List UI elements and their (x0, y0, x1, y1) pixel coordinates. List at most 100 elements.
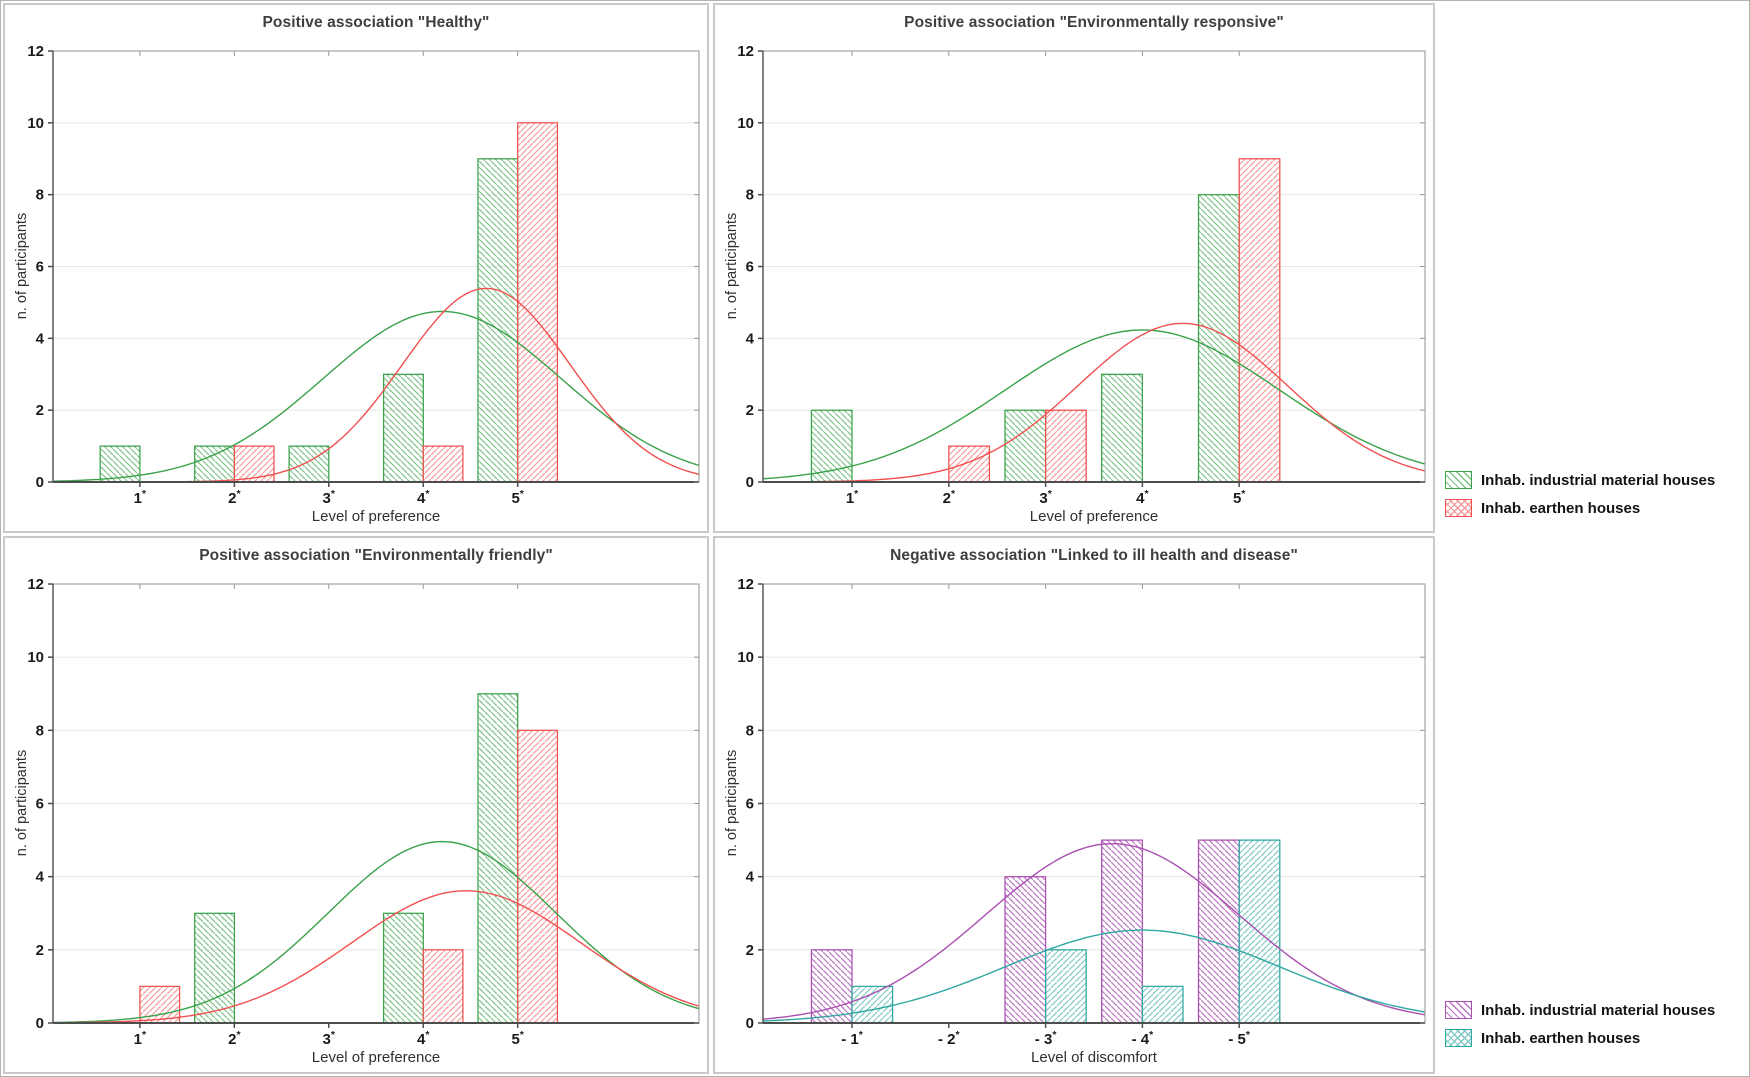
svg-text:5*: 5* (511, 488, 524, 507)
legend-item-earthen: Inhab. earthen houses (1445, 499, 1715, 517)
svg-text:1*: 1* (134, 1029, 147, 1048)
svg-text:2: 2 (36, 942, 44, 959)
legend-discomfort-panel: Inhab. industrial material houses Inhab.… (1445, 1001, 1715, 1047)
y-axis-ticks: 0 2 4 6 8 10 12 (27, 576, 699, 1032)
fit-curve-industrial (762, 329, 1426, 480)
legend-label: Inhab. industrial material houses (1481, 1001, 1716, 1019)
svg-text:2*: 2* (228, 1029, 241, 1048)
gridlines (53, 122, 699, 411)
svg-text:8: 8 (746, 187, 754, 204)
svg-text:4: 4 (36, 330, 45, 347)
bars-industrial (810, 194, 1240, 483)
svg-text:2: 2 (746, 402, 754, 419)
svg-text:- 2*: - 2* (938, 1029, 961, 1048)
svg-text:- 5*: - 5* (1228, 1029, 1251, 1048)
fit-curve-earthen (53, 287, 700, 483)
bars-industrial (194, 693, 519, 1024)
svg-text:3*: 3* (323, 1029, 336, 1048)
x-axis-ticks: 1* 2* 3* 4* 5* (846, 51, 1246, 507)
svg-text:12: 12 (27, 43, 44, 60)
x-axis-ticks: 1* 2* 3* 4* 5* (134, 584, 525, 1048)
gridlines (763, 656, 1425, 951)
panel-positive-healthy: 0 2 4 6 8 10 12 1* 2* 3* 4* 5* Positive association… (3, 3, 709, 533)
bars-earthen (948, 158, 1281, 483)
panel-title: Positive association "Healthy" (262, 14, 490, 31)
fit-curve-earthen (763, 322, 1426, 483)
svg-text:8: 8 (746, 722, 754, 739)
y-axis-ticks: 0 2 4 6 8 10 12 (737, 576, 1425, 1032)
y-axis-label: n. of participants (14, 212, 30, 320)
svg-text:2: 2 (746, 942, 754, 959)
y-axis-ticks: 0 2 4 6 8 10 12 (737, 43, 1425, 491)
fit-curve-earthen (762, 929, 1426, 1022)
svg-text:12: 12 (737, 576, 754, 593)
plot-ill-health: 0 2 4 6 8 10 12 - 1* - 2* - 3* - 4* - 5* (737, 576, 1426, 1048)
svg-text:0: 0 (746, 474, 754, 491)
gridlines (763, 122, 1425, 411)
svg-text:- 1*: - 1* (841, 1029, 864, 1048)
fit-curve-earthen (53, 890, 700, 1024)
svg-text:12: 12 (737, 43, 754, 60)
svg-text:0: 0 (36, 1015, 44, 1032)
svg-text:3*: 3* (1039, 488, 1052, 507)
panel-title: Negative association "Linked to ill heal… (890, 547, 1298, 564)
svg-text:6: 6 (36, 796, 44, 813)
y-axis-ticks: 0 2 4 6 8 10 12 (27, 43, 699, 491)
svg-text:2: 2 (36, 402, 44, 419)
svg-text:10: 10 (27, 649, 44, 666)
svg-text:2*: 2* (943, 488, 956, 507)
fit-curve-industrial (52, 310, 700, 482)
svg-text:8: 8 (36, 187, 44, 204)
legend-item-industrial: Inhab. industrial material houses (1445, 1001, 1715, 1019)
legend-label: Inhab. earthen houses (1481, 1029, 1641, 1047)
plot-healthy: 0 2 4 6 8 10 12 1* 2* 3* 4* 5* (27, 43, 700, 507)
fit-curve-industrial (762, 843, 1426, 1020)
svg-text:0: 0 (746, 1015, 754, 1032)
legend-swatch-industrial-green (1445, 471, 1472, 489)
svg-text:10: 10 (737, 649, 754, 666)
panel-positive-environmentally-responsive: 0 2 4 6 8 10 12 1* 2* 3* 4* 5* Positive association… (713, 3, 1435, 533)
y-axis-label: n. of participants (724, 749, 740, 857)
x-axis-label: Level of preference (311, 1049, 441, 1066)
legend-swatch-industrial-purple (1445, 1001, 1472, 1019)
svg-text:1*: 1* (846, 488, 859, 507)
y-axis-label: n. of participants (724, 212, 740, 320)
svg-text:0: 0 (36, 474, 44, 491)
svg-text:4: 4 (746, 869, 755, 886)
svg-text:4*: 4* (1136, 488, 1149, 507)
legend-item-industrial: Inhab. industrial material houses (1445, 471, 1715, 489)
svg-text:10: 10 (27, 115, 44, 132)
panel-title: Positive association "Environmentally fr… (199, 547, 553, 564)
svg-text:1*: 1* (134, 488, 147, 507)
svg-text:8: 8 (36, 722, 44, 739)
x-axis-ticks: - 1* - 2* - 3* - 4* - 5* (841, 584, 1251, 1048)
svg-text:5*: 5* (1233, 488, 1246, 507)
bars-earthen (233, 122, 559, 483)
svg-text:6: 6 (36, 259, 44, 276)
bars-industrial (99, 158, 519, 483)
legend-preference-panels: Inhab. industrial material houses Inhab.… (1445, 471, 1715, 517)
bars-industrial (810, 839, 1240, 1024)
legend-swatch-earthen-teal (1445, 1029, 1472, 1047)
svg-text:2*: 2* (228, 488, 241, 507)
svg-text:12: 12 (27, 576, 44, 593)
panel-positive-environmentally-friendly: 0 2 4 6 8 10 12 1* 2* 3* 4* 5* Positive association… (3, 536, 709, 1074)
legend-label: Inhab. earthen houses (1481, 499, 1641, 517)
x-axis-ticks: 1* 2* 3* 4* 5* (134, 51, 525, 507)
plot-environmentally-responsive: 0 2 4 6 8 10 12 1* 2* 3* 4* 5* (737, 43, 1426, 507)
plot-environmentally-friendly: 0 2 4 6 8 10 12 1* 2* 3* 4* 5* (27, 576, 700, 1048)
gridlines (53, 656, 699, 951)
panel-negative-ill-health: 0 2 4 6 8 10 12 - 1* - 2* - 3* - 4* - 5* Negative a… (713, 536, 1435, 1074)
svg-text:3*: 3* (323, 488, 336, 507)
legend-swatch-earthen-red (1445, 499, 1472, 517)
fit-curve-industrial (52, 840, 700, 1024)
svg-text:5*: 5* (511, 1029, 524, 1048)
x-axis-label: Level of discomfort (1031, 1049, 1157, 1066)
y-axis-label: n. of participants (14, 749, 30, 857)
svg-text:6: 6 (746, 259, 754, 276)
svg-text:- 4*: - 4* (1132, 1029, 1155, 1048)
legend-item-earthen: Inhab. earthen houses (1445, 1029, 1715, 1047)
svg-text:4: 4 (746, 330, 755, 347)
panel-title: Positive association "Environmentally re… (904, 14, 1284, 31)
